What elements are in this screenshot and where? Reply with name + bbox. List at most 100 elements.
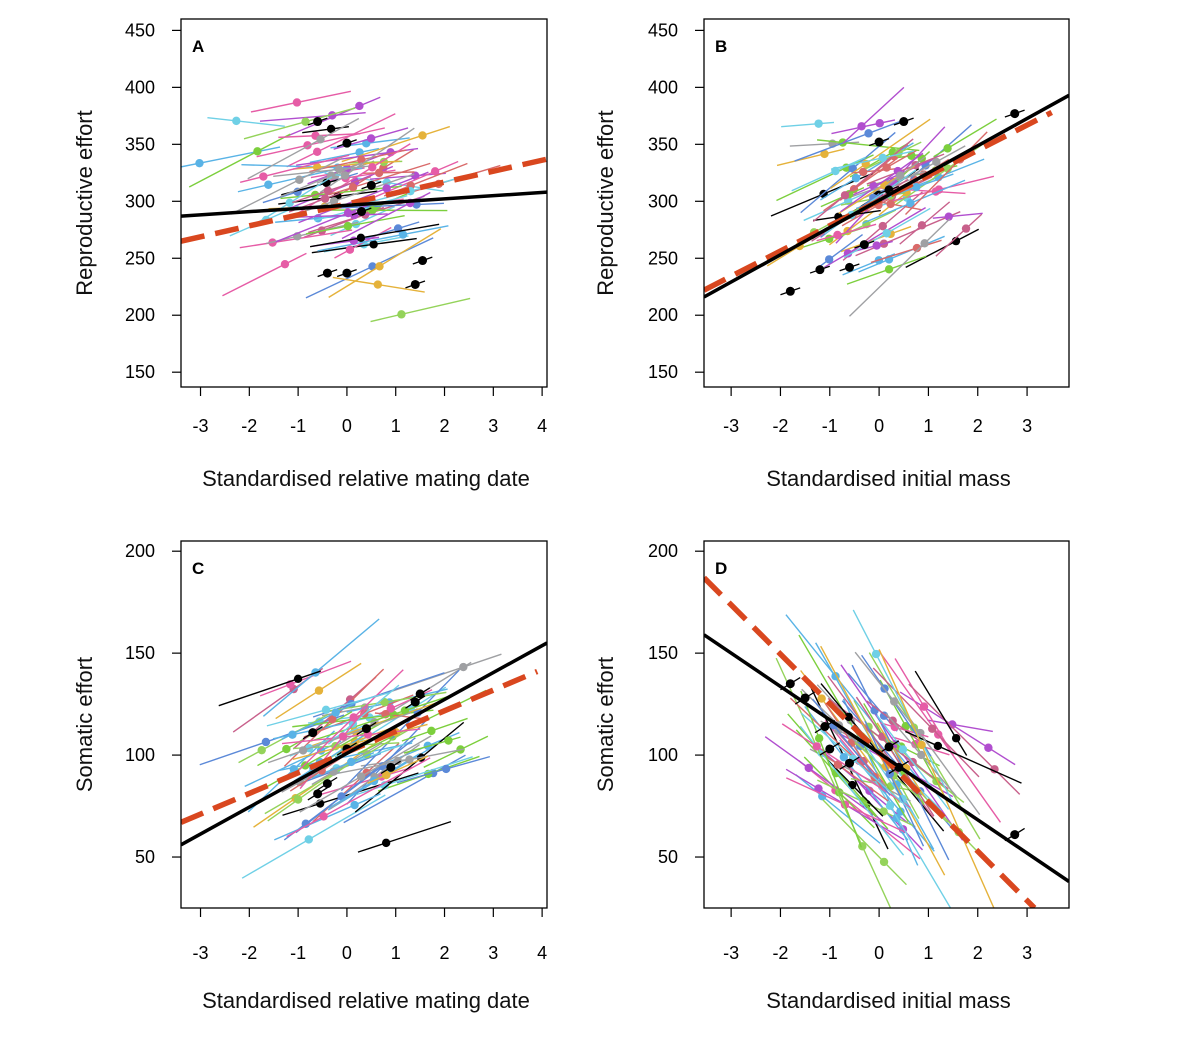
highlight-point <box>322 268 332 278</box>
highlight-point <box>825 744 835 754</box>
individual-point <box>879 857 889 867</box>
individual-point <box>879 807 888 816</box>
individual-fit-line <box>776 154 874 202</box>
individual-point <box>347 757 356 767</box>
individual-fit-line <box>277 742 413 772</box>
individual-fit-line <box>935 213 983 257</box>
individual-fit-line <box>309 147 380 164</box>
highlight-point <box>366 180 376 190</box>
x-tick-label: -3 <box>193 943 209 963</box>
individual-fit-line <box>306 214 405 235</box>
individual-fit-line <box>310 694 453 742</box>
individual-point <box>814 784 823 793</box>
population-fit-line <box>704 93 1069 299</box>
individual-point <box>818 792 827 801</box>
individual-fit-line <box>298 171 429 224</box>
highlight-point <box>342 268 352 278</box>
individual-fit-line <box>295 737 416 834</box>
individual-point <box>920 239 929 248</box>
individual-point <box>301 117 310 126</box>
individual-point <box>298 746 308 755</box>
y-tick-label: 400 <box>648 77 678 97</box>
individual-fit-line <box>820 645 946 876</box>
panel-b: B -3 -2 -1 0 1 2 3 150 200 250 300 350 400 450 Standard… <box>593 18 1070 491</box>
highlight-point <box>308 728 318 738</box>
x-tick-label: 2 <box>973 943 983 963</box>
individual-fit-line <box>849 218 951 317</box>
individual-point <box>343 221 353 231</box>
individual-point <box>839 752 849 762</box>
individual-point <box>917 221 927 230</box>
individual-point <box>912 182 921 192</box>
individual-point <box>848 780 857 790</box>
individual-point <box>340 171 350 180</box>
individual-fit-line <box>281 728 421 745</box>
x-tick-label: -1 <box>290 416 306 436</box>
individual-point <box>917 750 926 760</box>
individual-point <box>381 770 391 780</box>
highlight-point <box>418 256 428 266</box>
individual-point <box>890 697 899 706</box>
individual-fit-line <box>821 752 889 802</box>
individual-point <box>418 131 427 140</box>
individual-point <box>898 745 908 754</box>
individual-point <box>329 197 339 206</box>
individual-point <box>427 726 436 736</box>
x-axis-title: Standardised relative mating date <box>202 988 530 1013</box>
highlight-point <box>361 724 371 734</box>
individual-point <box>886 199 895 209</box>
x-tick-label: 1 <box>923 416 933 436</box>
individual-fit-line <box>322 209 448 212</box>
plot-frame <box>703 18 1070 388</box>
individual-point <box>398 230 408 239</box>
individual-point <box>348 183 358 192</box>
plot-frame <box>180 18 548 388</box>
individual-fit-line <box>244 740 342 788</box>
individual-point <box>884 265 894 274</box>
individual-point <box>912 243 922 253</box>
x-tick-label: 1 <box>391 416 401 436</box>
x-tick-label: 3 <box>1022 416 1032 436</box>
individual-point <box>820 149 829 159</box>
individual-fit-line <box>241 794 386 879</box>
individual-point <box>356 233 366 243</box>
highlight-point <box>845 758 855 768</box>
individual-point <box>917 740 926 750</box>
y-tick-label: 350 <box>648 134 678 154</box>
individual-point <box>858 167 868 177</box>
individual-point <box>814 734 824 743</box>
individual-point <box>984 743 993 752</box>
highlight-point <box>1010 109 1020 119</box>
individual-fit-line <box>776 148 845 167</box>
highlight-point <box>313 789 323 799</box>
individual-fit-line <box>905 131 988 215</box>
y-tick-label: 250 <box>125 248 155 268</box>
x-tick-label: 3 <box>488 416 498 436</box>
individual-fit-line <box>908 683 1021 795</box>
individual-point <box>261 737 271 747</box>
individual-point <box>843 249 853 258</box>
individual-fit-line <box>794 119 905 162</box>
individual-fit-line <box>816 223 877 242</box>
individual-point <box>871 649 881 659</box>
x-tick-label: 3 <box>488 943 498 963</box>
individual-point <box>896 807 905 816</box>
individual-point <box>382 184 391 193</box>
y-axis-title: Reproductive effort <box>72 110 97 295</box>
individual-fit-line <box>876 722 925 797</box>
individual-point <box>833 230 842 240</box>
individual-fit-line <box>218 670 321 707</box>
individual-fit-line <box>764 736 884 823</box>
individual-fit-line <box>188 133 291 188</box>
individual-point <box>875 119 884 128</box>
individual-fit-line <box>181 146 281 168</box>
panel-d: D -3 -2 -1 0 1 2 3 50 100 150 200 Standardised initi… <box>593 540 1070 1013</box>
individual-point <box>349 713 358 722</box>
individual-point <box>253 147 262 156</box>
individual-fit-line <box>791 156 866 192</box>
y-tick-label: 150 <box>648 362 678 382</box>
individual-point <box>293 795 303 804</box>
individual-point <box>301 761 310 770</box>
individual-point <box>304 835 314 844</box>
individual-point <box>232 116 241 126</box>
